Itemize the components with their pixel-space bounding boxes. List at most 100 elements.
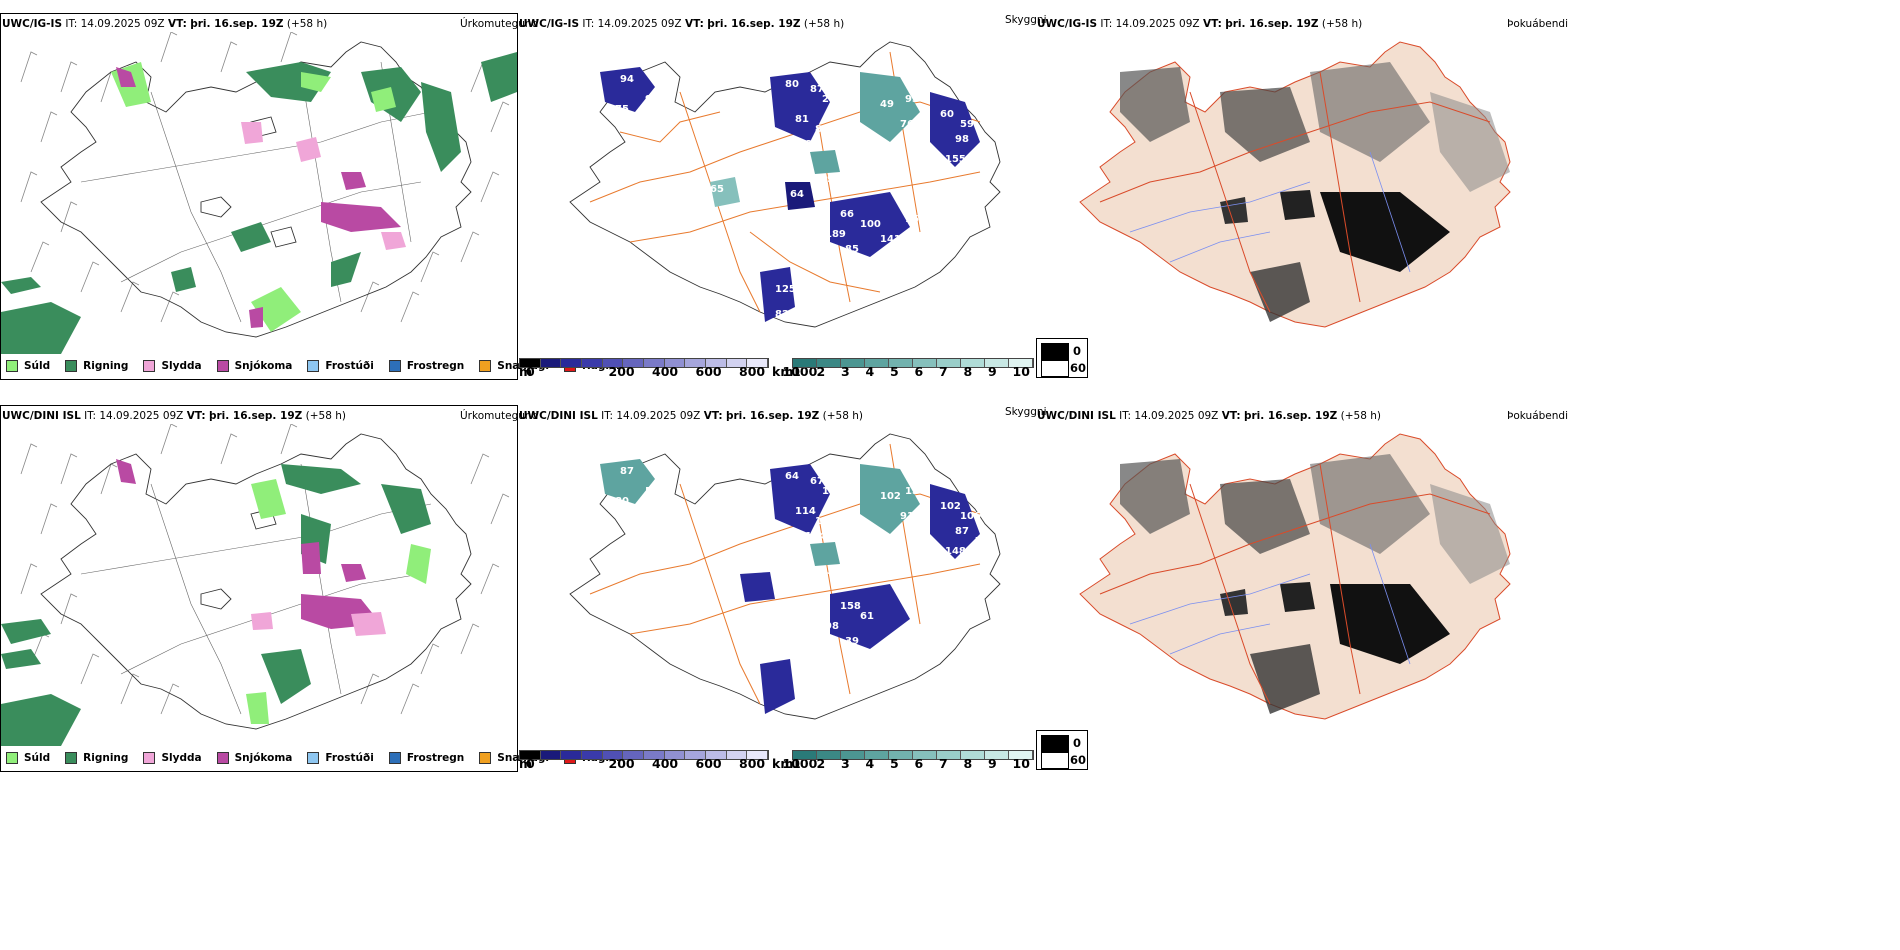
vis-number-label: 85 [845, 244, 859, 255]
model-name: UWC/IG-IS [1037, 18, 1098, 30]
lead-time: (+58 h) [822, 410, 863, 422]
colorbar-swatch [540, 359, 562, 367]
colorbar-tick-label: 9 [988, 364, 997, 379]
fog-legend-box: 0 60 [1036, 338, 1088, 378]
vis-number-label: 155 [945, 154, 966, 165]
vis-number-label: 76 [900, 119, 914, 130]
colorbar-swatch [644, 751, 665, 759]
colorbar-tick-label: 200 [608, 364, 635, 379]
colorbar-swatch [726, 751, 748, 759]
vis-number-label: 55 [645, 486, 659, 497]
km-colorbar-ticks: 1 2 3 4 5 6 7 8 9 10 [792, 364, 1032, 380]
legend-label: Slydda [161, 360, 202, 372]
model-name: UWC/DINI ISL [2, 410, 81, 422]
vis-number-label: 100 [860, 219, 881, 230]
fog-legend-label: 60 [1070, 753, 1087, 767]
colorbar-swatch [706, 751, 727, 759]
legend-item: Snjókoma [216, 360, 292, 372]
legend-label: Frostregn [406, 752, 465, 764]
colorbar-swatch [793, 751, 817, 759]
vis-number-label: 106 [960, 511, 981, 522]
vis-number-label: 102 [822, 486, 843, 497]
legend-label: Frostúði [325, 360, 374, 372]
vis-number-label: 122 [815, 516, 836, 527]
valid-prefix: VT: [1202, 18, 1222, 30]
colorbar-swatch [1009, 751, 1033, 759]
colorbar-swatch [1009, 359, 1033, 367]
model-name: UWC/IG-IS [519, 18, 580, 30]
legend-label: Súld [24, 360, 51, 372]
precip-panel-frame [0, 13, 518, 380]
vis-number-label: 158 [840, 601, 861, 612]
legend-item: Snjókoma [216, 752, 293, 764]
colorbar-swatch [726, 359, 748, 367]
km-colorbar-unit: km [772, 756, 794, 771]
precip-panel-title: UWC/IG-IS IT: 14.09.2025 09Z VT: þri. 16… [2, 18, 327, 31]
vis-number-label: 60 [940, 109, 954, 120]
vis-number-label: 154 [905, 486, 926, 497]
cloud-base-areas [600, 67, 980, 322]
valid-time: þri. 16.sep. 19Z [190, 18, 284, 30]
legend-swatch [479, 360, 492, 372]
roads [80, 61, 432, 323]
lead-time: (+58 h) [803, 18, 845, 30]
legend-swatch [143, 360, 156, 372]
valid-prefix: VT: [186, 410, 206, 422]
colorbar-tick-label: 0 [526, 364, 535, 379]
legend-item: Slydda [143, 360, 202, 372]
vis-number-label: 98 [825, 621, 839, 632]
valid-time: þri. 16.sep. 19Z [707, 18, 801, 30]
legend-item: Frostregn [388, 360, 464, 372]
row-2: UWC/DINI ISL IT: 14.09.2025 09Z VT: þri.… [0, 392, 1900, 862]
legend-swatch [6, 752, 18, 764]
km-colorbar [792, 750, 1034, 760]
cloud-base-areas [600, 459, 980, 714]
colorbar-tick-label: 5 [890, 756, 899, 771]
colorbar-swatch [961, 751, 985, 759]
vis-number-label: 65 [710, 184, 724, 195]
legend-label: Slydda [161, 752, 202, 764]
legend-item: Rigning [65, 360, 128, 372]
vis-number-label: 81 [795, 114, 809, 125]
colorbar-tick-label: 7 [939, 756, 948, 771]
valid-prefix: VT: [167, 18, 187, 30]
colorbar-tick-label: 200 [608, 756, 635, 771]
vis-number-label: 39 [845, 636, 859, 647]
precip-panel-frame [0, 405, 518, 772]
colorbar-swatch [889, 751, 913, 759]
vis-number-label: 41 [735, 204, 749, 215]
vis-number-label: 87 [620, 466, 634, 477]
legend-label: Snjókoma [234, 752, 293, 764]
colorbar-tick-label: 800 [739, 756, 766, 771]
colorbar-swatch [747, 751, 769, 759]
iceland-outline [40, 433, 472, 730]
colorbar-swatch [664, 751, 686, 759]
km-colorbar-swatches [793, 751, 1033, 759]
vis-number-label: 72 [975, 536, 989, 547]
colorbar-swatch [602, 359, 624, 367]
fog-legend-swatch-black [1041, 735, 1069, 752]
model-name: UWC/DINI ISL [519, 410, 598, 422]
precip-areas [1, 52, 517, 354]
colorbar-tick-label: 6 [914, 756, 924, 771]
lead-time: (+58 h) [1321, 18, 1363, 30]
colorbar-tick-label: 6 [914, 364, 924, 379]
legend-swatch [388, 752, 401, 764]
vis-number-label: 91 [900, 511, 914, 522]
height-colorbar-unit: m [519, 364, 533, 379]
init-time: IT: 14.09.2025 09Z [582, 18, 682, 30]
vis-number-label: 66 [840, 209, 854, 220]
valid-prefix: VT: [703, 410, 723, 422]
legend-item: Súld [6, 752, 50, 764]
colorbar-tick-label: 4 [865, 756, 875, 771]
precip-type-map [1, 424, 510, 746]
vis-number-label: 87 [805, 139, 819, 150]
vis-number-label: 65 [975, 144, 989, 155]
colorbar-swatch [793, 359, 817, 367]
colorbar-swatch [937, 751, 961, 759]
vis-number-label: 80 [785, 79, 799, 90]
height-colorbar-unit: m [519, 756, 533, 771]
colorbar-swatch [961, 359, 985, 367]
